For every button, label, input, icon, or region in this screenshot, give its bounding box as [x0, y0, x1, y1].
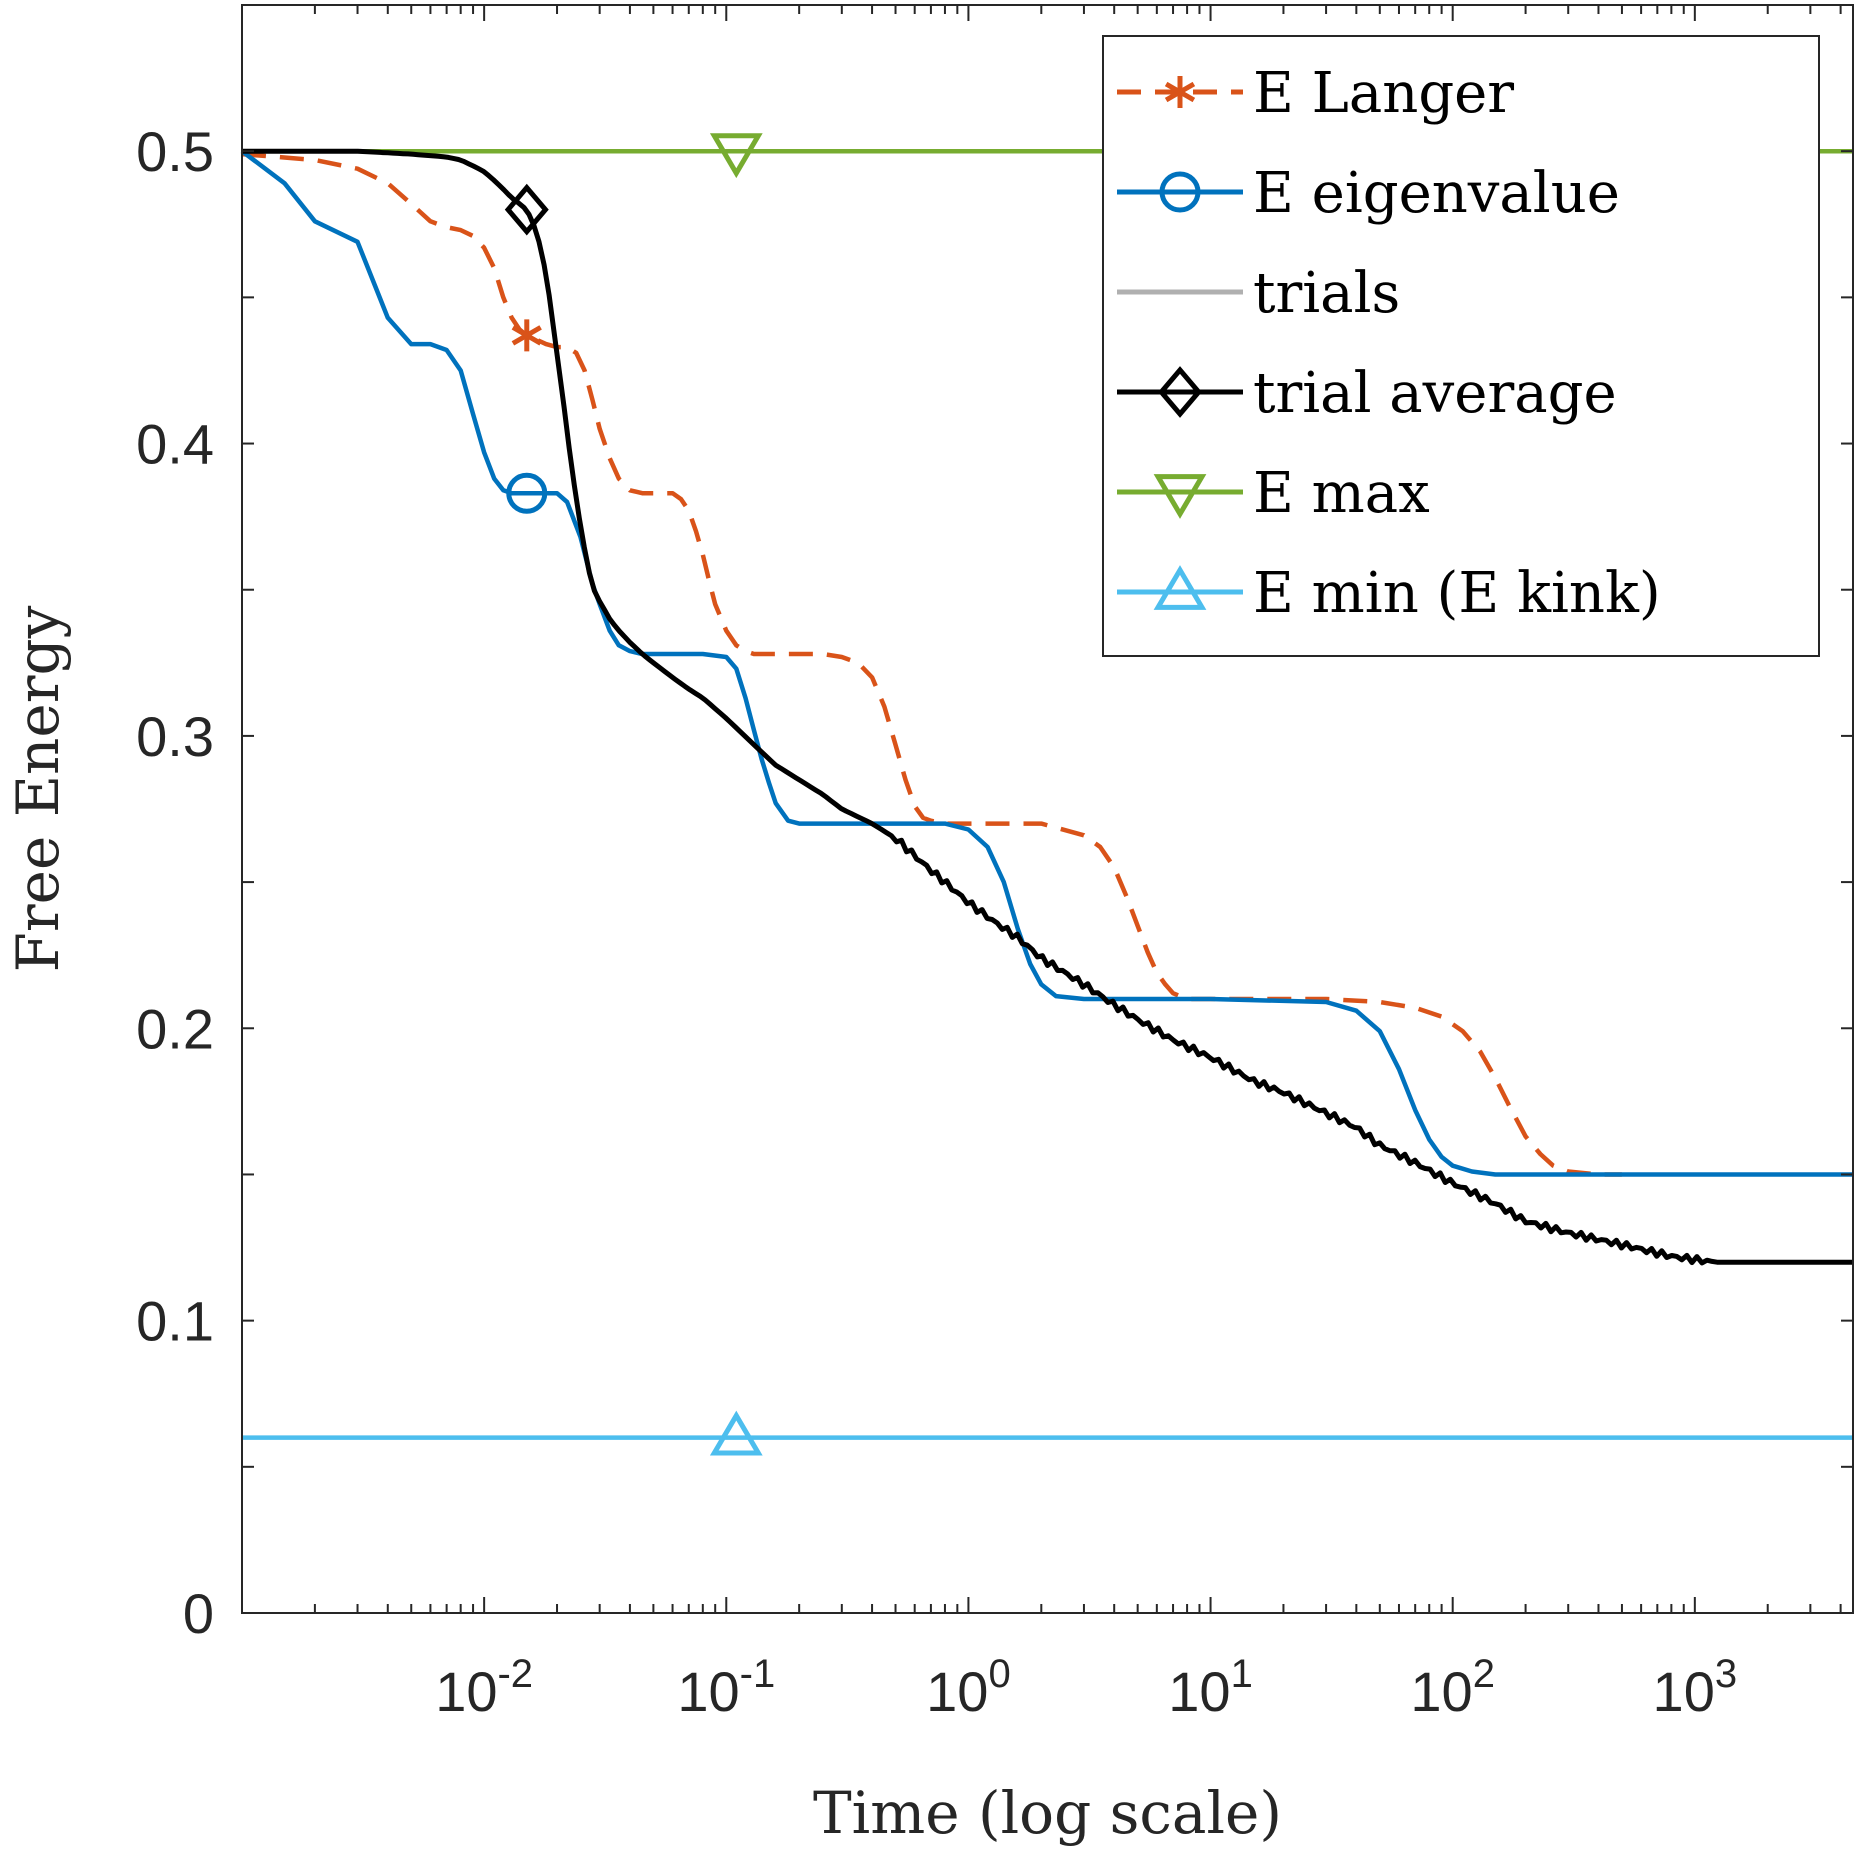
- e-max-marker: [709, 133, 763, 179]
- legend-item-undefined: trials: [1117, 261, 1400, 326]
- plot-area-frame: [241, 4, 1854, 1614]
- legend-item-e-eigenvalue: E eigenvalue: [1117, 161, 1620, 226]
- x-tick-label: 100: [926, 1652, 1011, 1723]
- x-tick-label: 10-1: [677, 1652, 775, 1723]
- legend-label: trials: [1253, 261, 1400, 326]
- trial-average-line: [242, 148, 1853, 1266]
- e-eigenvalue-line: [240, 149, 1853, 1177]
- legend: E Langer E eigenvalue trials trial average E…: [1102, 35, 1820, 657]
- legend-box: [1102, 35, 1820, 657]
- legend-marker: [1159, 171, 1201, 213]
- legend-label: trial average: [1253, 361, 1617, 426]
- y-tick-label: 0.2: [136, 997, 214, 1060]
- e-min-marker: [709, 1410, 763, 1456]
- legend-item-e-min: E min (E kink): [1117, 561, 1661, 626]
- legend-label: E min (E kink): [1253, 561, 1661, 626]
- legend-label: E Langer: [1253, 61, 1514, 126]
- e-langer-marker: [511, 319, 542, 352]
- legend-item-e-max: E max: [1117, 461, 1430, 526]
- legend-marker: [1158, 366, 1202, 418]
- legend-marker: [1153, 565, 1207, 610]
- marker-layer: [504, 133, 763, 1456]
- y-tick-label: 0.1: [136, 1290, 214, 1353]
- axis-ticks: 0 0.1 0.2 0.3 0.4 0.5 10-2 10-1 100 101 102 103: [136, 4, 1853, 1723]
- legend-marker: [1164, 76, 1196, 108]
- legend-item-trial-average: trial average: [1117, 361, 1617, 426]
- y-axis-label: Free Energy: [4, 605, 72, 972]
- legend-item-e-langer: E Langer: [1117, 61, 1514, 126]
- y-tick-label: 0: [183, 1582, 214, 1645]
- x-tick-label: 103: [1653, 1652, 1738, 1723]
- legend-label: E max: [1253, 461, 1430, 526]
- y-tick-label: 0.5: [136, 120, 214, 183]
- trial-average-marker: [504, 183, 549, 236]
- legend-label: E eigenvalue: [1253, 161, 1620, 226]
- y-tick-label: 0.4: [136, 413, 214, 476]
- x-tick-label: 10-2: [435, 1652, 533, 1723]
- y-tick-label: 0.3: [136, 705, 214, 768]
- e-eigenvalue-marker: [506, 472, 548, 514]
- legend-marker: [1153, 474, 1207, 519]
- x-tick-label: 101: [1168, 1652, 1253, 1723]
- x-axis-label: Time (log scale): [813, 1779, 1282, 1847]
- x-tick-label: 102: [1410, 1652, 1495, 1723]
